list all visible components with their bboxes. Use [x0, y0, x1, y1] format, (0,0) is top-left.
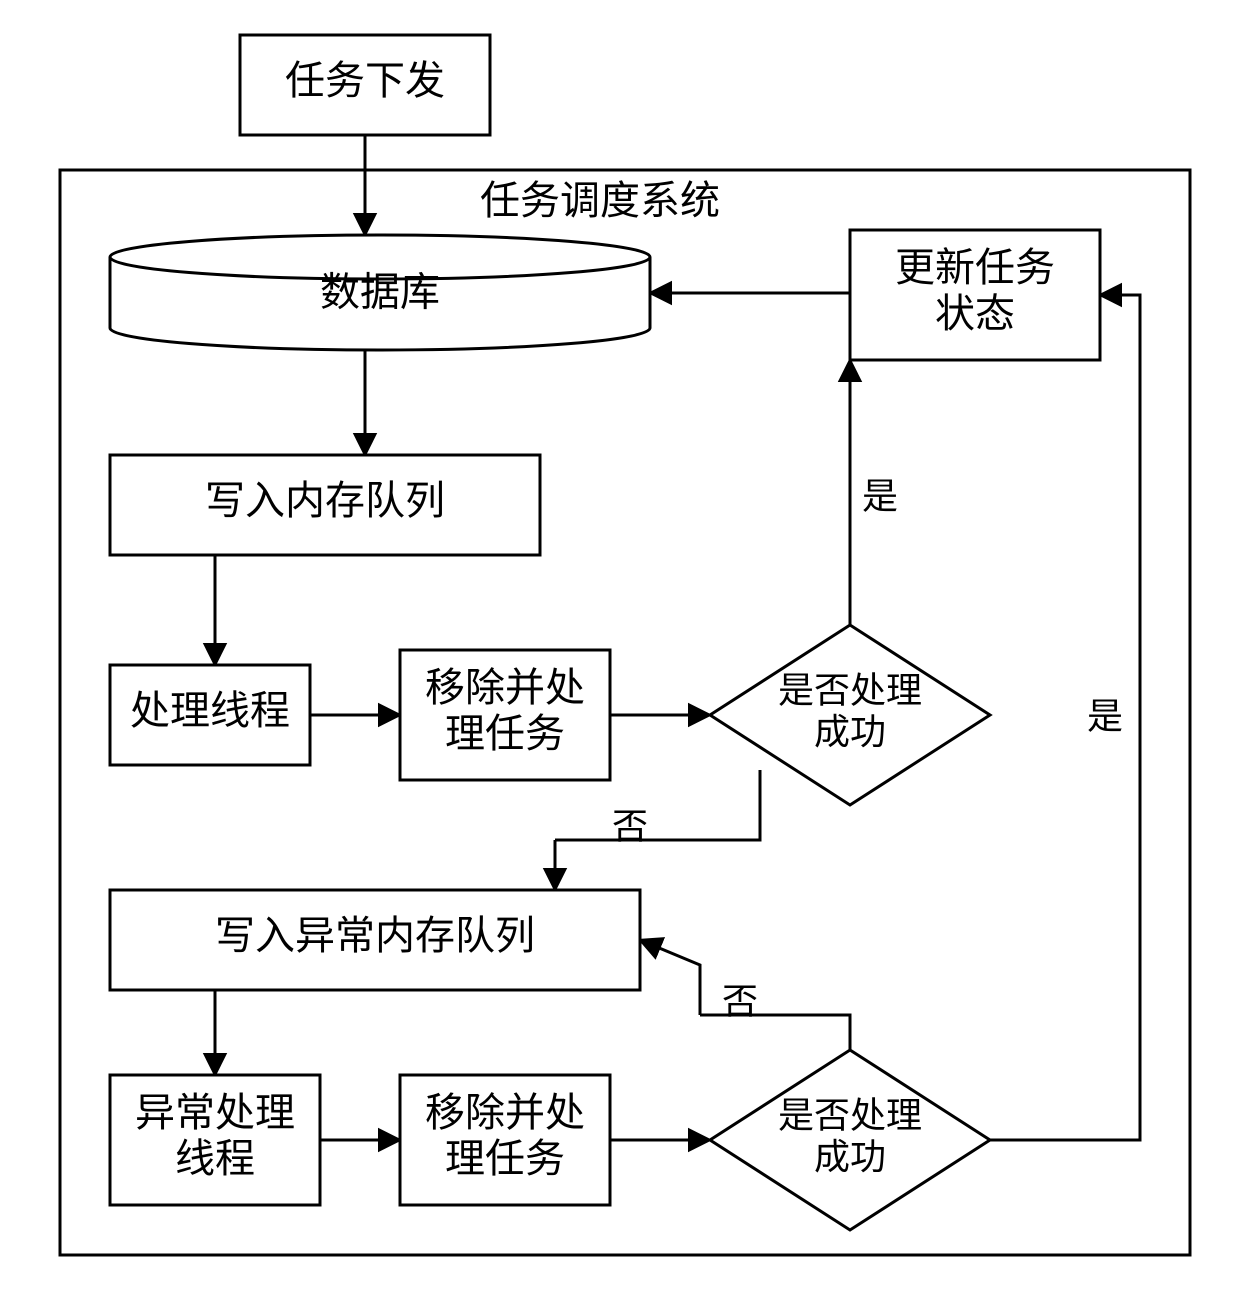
svg-text:理任务: 理任务 — [445, 1136, 565, 1181]
svg-text:更新任务: 更新任务 — [895, 245, 1055, 290]
svg-text:移除并处: 移除并处 — [425, 1090, 585, 1135]
svg-text:是否处理: 是否处理 — [778, 671, 922, 711]
svg-text:理任务: 理任务 — [445, 711, 565, 756]
svg-text:异常处理: 异常处理 — [135, 1090, 295, 1135]
edge-label-5: 是 — [862, 476, 898, 516]
edge-label-7: 否 — [612, 806, 648, 846]
edge-13 — [640, 940, 700, 1015]
svg-text:成功: 成功 — [814, 1137, 886, 1177]
edge-label-12: 否 — [722, 981, 758, 1021]
svg-text:状态: 状态 — [935, 291, 1015, 336]
svg-text:写入内存队列: 写入内存队列 — [205, 478, 445, 523]
svg-text:写入异常内存队列: 写入异常内存队列 — [215, 913, 535, 958]
edge-label-14: 是 — [1087, 696, 1123, 736]
svg-text:移除并处: 移除并处 — [425, 665, 585, 710]
svg-text:任务下发: 任务下发 — [285, 58, 445, 103]
svg-text:数据库: 数据库 — [320, 270, 440, 315]
svg-text:是否处理: 是否处理 — [778, 1096, 922, 1136]
container-label: 任务调度系统 — [480, 178, 720, 223]
svg-text:线程: 线程 — [175, 1136, 255, 1181]
svg-text:成功: 成功 — [814, 712, 886, 752]
svg-text:处理线程: 处理线程 — [130, 688, 290, 733]
